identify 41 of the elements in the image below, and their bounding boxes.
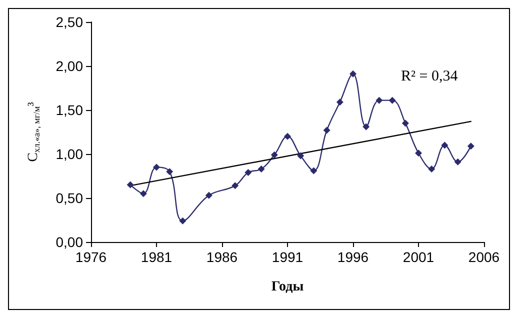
point (179, 217, 186, 224)
x-tick-label: 1991 (272, 249, 304, 265)
point (297, 152, 304, 160)
point (270, 151, 278, 158)
y-tick-label: 1,00 (56, 146, 84, 162)
point (244, 168, 252, 176)
point (362, 123, 370, 130)
point (350, 70, 356, 78)
point (402, 120, 409, 127)
y-axis-title: Cхл.«а», мг/м³ (26, 102, 42, 162)
x-axis-title: Годы (271, 280, 304, 294)
point (428, 165, 436, 172)
point (454, 158, 462, 166)
point (166, 168, 174, 176)
point (336, 98, 344, 106)
y-tick-label: 2,50 (56, 14, 84, 30)
point (153, 164, 160, 171)
point (258, 165, 265, 172)
point (467, 142, 474, 150)
x-tick-label: 2001 (402, 249, 434, 265)
point (376, 96, 383, 104)
point (284, 132, 291, 140)
y-tick-label: 1,50 (56, 102, 84, 118)
point (441, 142, 448, 149)
point (205, 192, 212, 199)
point (388, 96, 396, 104)
x-tick-label: 1996 (337, 249, 369, 265)
point (310, 167, 318, 174)
point (415, 150, 422, 157)
x-tick-label: 2006 (468, 249, 500, 265)
y-tick-label: 2,00 (56, 58, 84, 74)
point (232, 182, 239, 190)
point (126, 181, 134, 188)
x-tick-label: 1981 (140, 249, 172, 265)
x-tick-label: 1986 (206, 249, 238, 265)
point (323, 126, 330, 134)
point (140, 190, 147, 198)
x-tick-label: 1976 (75, 249, 107, 265)
annotation: R² = 0,34 (401, 68, 458, 84)
y-tick-label: 0,00 (56, 234, 84, 250)
y-tick-label: 0,50 (56, 190, 84, 206)
